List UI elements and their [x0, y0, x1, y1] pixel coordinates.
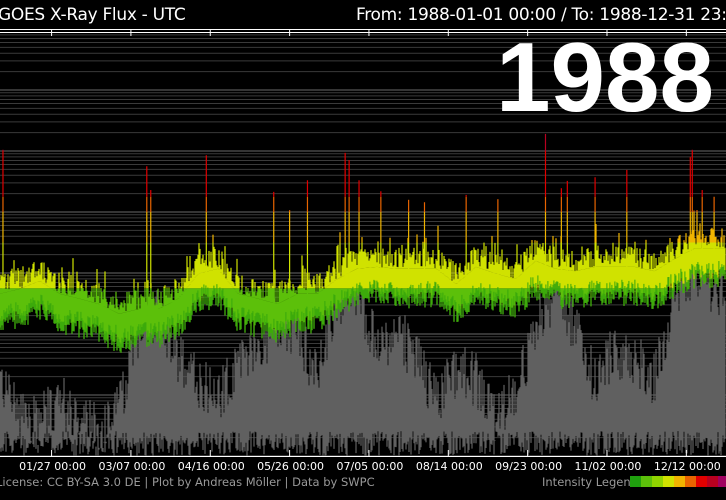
legend-swatch [641, 476, 652, 487]
time-range: From: 1988-01-01 00:00 / To: 1988-12-31 … [356, 5, 726, 25]
x-tick-label: 12/12 00:00 [654, 460, 721, 473]
legend-swatch [685, 476, 696, 487]
x-tick-label: 11/02 00:00 [575, 460, 642, 473]
short-channel-series [0, 250, 726, 456]
intensity-legend [630, 476, 726, 487]
x-tick-label: 07/05 00:00 [336, 460, 403, 473]
x-tick-label: 01/27 00:00 [19, 460, 86, 473]
flare-spikes [2, 133, 715, 316]
axes-frame [0, 29, 726, 457]
legend-swatch [707, 476, 718, 487]
credits: License: CC BY-SA 3.0 DE | Plot by Andre… [0, 475, 375, 489]
x-tick-label: 03/07 00:00 [98, 460, 165, 473]
legend-swatch [663, 476, 674, 487]
legend-swatch [718, 476, 726, 487]
x-tick-label: 04/16 00:00 [178, 460, 245, 473]
x-tick-labels: 01/27 00:00 03/07 00:00 04/16 00:00 05/26 0… [19, 460, 721, 473]
long-channel-series [0, 210, 726, 353]
legend-swatch [696, 476, 707, 487]
chart-title: GOES X-Ray Flux - UTC [0, 5, 186, 25]
year-label: 1988 [496, 22, 715, 132]
legend-swatch [652, 476, 663, 487]
x-tick-label: 09/23 00:00 [495, 460, 562, 473]
legend-swatch [674, 476, 685, 487]
legend-swatch [630, 476, 641, 487]
intensity-legend-label: Intensity Legend [542, 475, 638, 489]
x-tick-label: 05/26 00:00 [257, 460, 324, 473]
x-tick-label: 08/14 00:00 [416, 460, 483, 473]
